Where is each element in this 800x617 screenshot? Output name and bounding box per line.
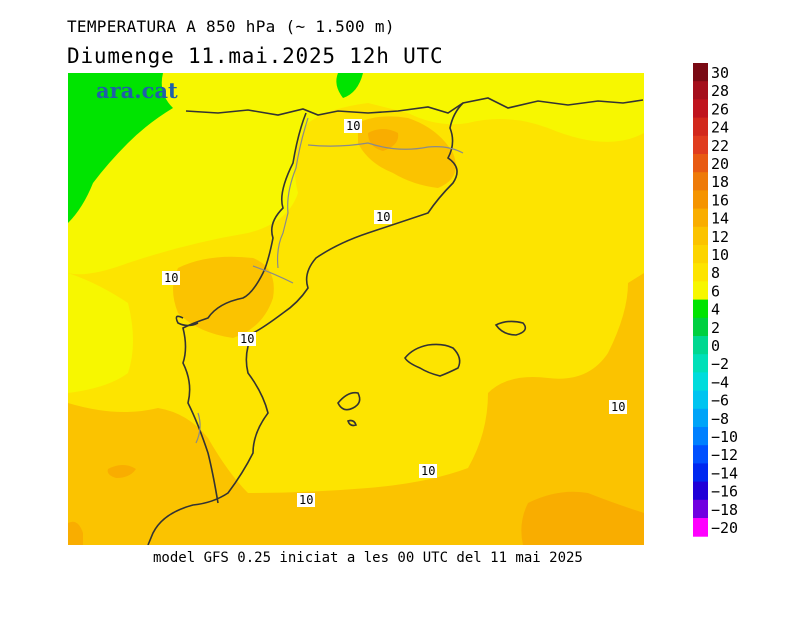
legend-swatch (693, 390, 708, 410)
legend-label: −14 (711, 464, 738, 482)
field-12-14-b (521, 491, 644, 545)
legend-label: 14 (711, 210, 729, 228)
legend-swatch (693, 263, 708, 282)
legend-label: −18 (711, 501, 738, 519)
legend-swatch (693, 154, 708, 173)
field-4-6 (68, 73, 173, 223)
field-6-8 (68, 73, 644, 275)
legend-swatch (693, 208, 708, 228)
contour-label: 10 (421, 464, 435, 478)
legend-swatch (693, 190, 708, 210)
field-12-14-a (107, 465, 136, 478)
legend-label: 2 (711, 319, 720, 337)
legend-label: 26 (711, 100, 729, 118)
legend-swatch (693, 463, 708, 483)
contour-label: 10 (611, 400, 625, 414)
legend-swatch (693, 408, 708, 428)
legend-swatch (693, 299, 708, 319)
legend-label: 12 (711, 228, 729, 246)
legend-label: 4 (711, 301, 720, 319)
field-10-12-west (173, 256, 274, 338)
field-4-6-right (336, 73, 363, 98)
legend-swatch (693, 372, 708, 392)
legend-label: 16 (711, 191, 729, 209)
legend-swatches (693, 63, 708, 537)
legend-label: 18 (711, 173, 729, 191)
legend-label: 22 (711, 137, 729, 155)
legend-label: 30 (711, 64, 729, 82)
legend-swatch (693, 427, 708, 446)
legend-label: 6 (711, 282, 720, 300)
temperature-map: 10 10 10 10 10 10 10 ara.cat (68, 73, 644, 545)
legend-swatch (693, 445, 708, 464)
legend-swatch (693, 135, 708, 155)
contour-label: 10 (376, 210, 390, 224)
contour-label: 10 (240, 332, 254, 346)
legend-swatch (693, 226, 708, 246)
field-12-14-c (68, 521, 83, 545)
field-6-8-west (68, 273, 133, 393)
legend-swatch (693, 499, 708, 519)
legend-swatch (693, 336, 708, 355)
legend-swatch (693, 99, 708, 119)
legend-label: 8 (711, 264, 720, 282)
legend-label: 28 (711, 82, 729, 100)
legend-swatch (693, 317, 708, 337)
legend-labels: 302826242220181614121086420−2−4−6−8−10−1… (711, 64, 738, 537)
legend-swatch (693, 518, 708, 537)
coastlines (147, 97, 644, 545)
legend-label: −6 (711, 392, 729, 410)
legend-swatch (693, 245, 708, 264)
legend-label: −2 (711, 355, 729, 373)
legend-swatch (693, 117, 708, 137)
legend-label: 0 (711, 337, 720, 355)
legend-label: 10 (711, 246, 729, 264)
legend-swatch (693, 81, 708, 100)
province-borders (195, 117, 464, 444)
balearic-islands (337, 320, 527, 427)
legend-label: −12 (711, 446, 738, 464)
field-10-12-south (68, 273, 644, 545)
model-footer: model GFS 0.25 iniciat a les 00 UTC del … (153, 550, 583, 566)
legend-label: −4 (711, 373, 729, 391)
legend-label: −10 (711, 428, 738, 446)
legend-swatch (693, 481, 708, 501)
color-legend: 302826242220181614121086420−2−4−6−8−10−1… (693, 63, 738, 537)
contour-label: 10 (299, 493, 313, 507)
legend-label: 20 (711, 155, 729, 173)
contour-label: 10 (164, 271, 178, 285)
chart-title: TEMPERATURA A 850 hPa (~ 1.500 m) (67, 17, 395, 36)
legend-label: 24 (711, 119, 729, 137)
legend-label: −16 (711, 483, 738, 501)
legend-label: −20 (711, 519, 738, 537)
legend-swatch (693, 281, 708, 301)
legend-swatch (693, 172, 708, 191)
chart-subtitle: Diumenge 11.mai.2025 12h UTC (67, 44, 444, 68)
contour-label: 10 (346, 119, 360, 133)
legend-swatch (693, 63, 708, 82)
legend-label: −8 (711, 410, 729, 428)
legend-swatch (693, 354, 708, 373)
brand-logo: ara.cat (96, 78, 178, 103)
